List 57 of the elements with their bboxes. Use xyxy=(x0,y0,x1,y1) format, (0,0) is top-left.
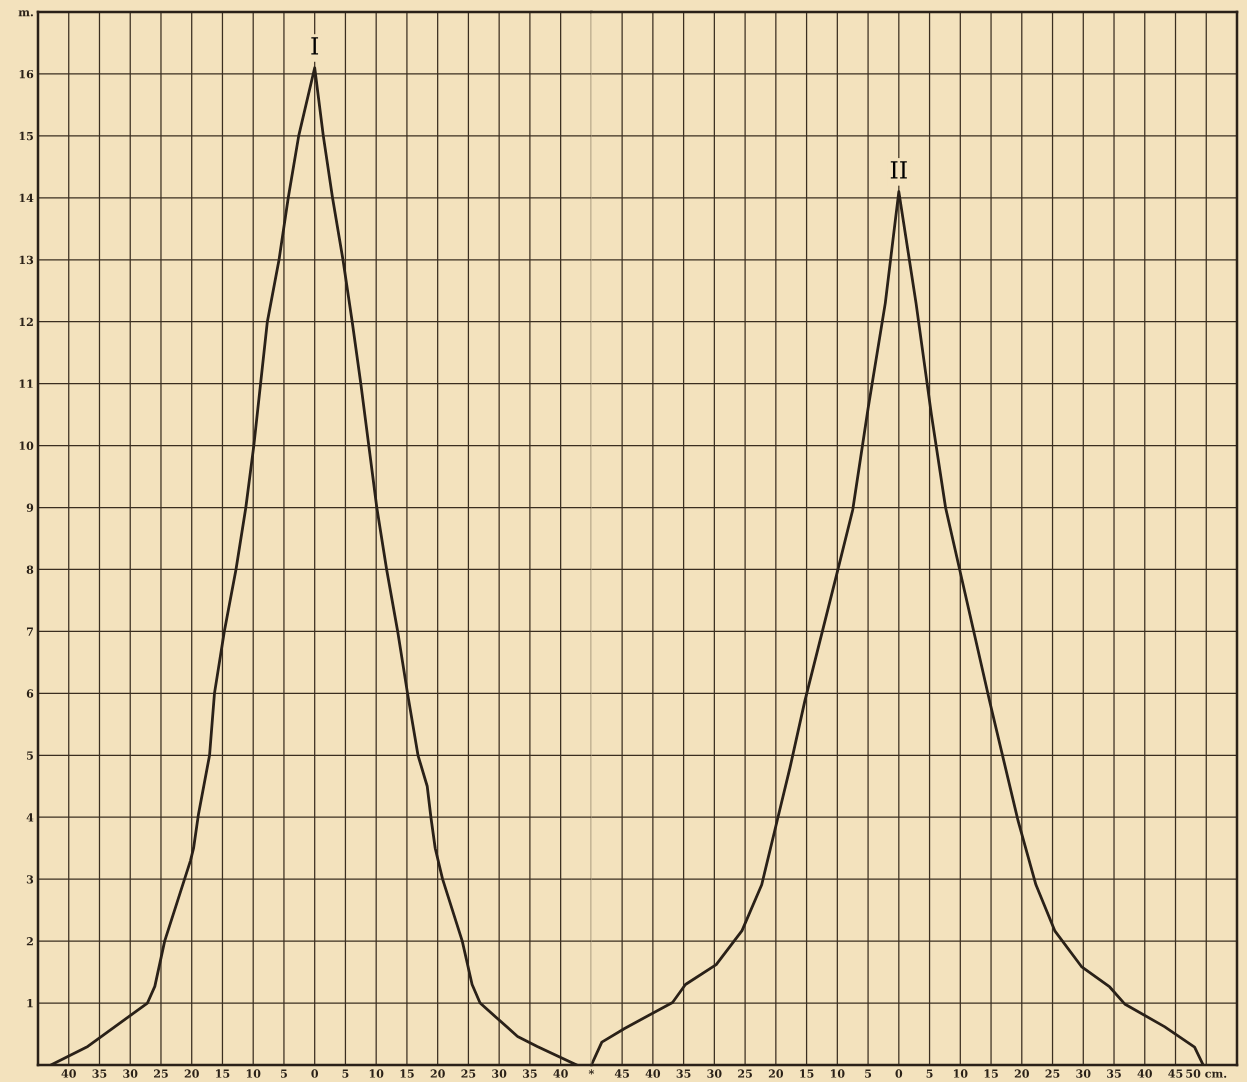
x-tick-label: 25 xyxy=(738,1069,752,1078)
x-tick-label: 35 xyxy=(522,1069,537,1078)
x-tick-label: 5 xyxy=(280,1069,287,1078)
x-tick-label: 15 xyxy=(984,1069,998,1078)
y-tick-label: 5 xyxy=(27,751,33,760)
x-tick-label: 15 xyxy=(800,1069,814,1078)
x-tick-label: 20 xyxy=(768,1069,784,1078)
x-tick-label: 5 xyxy=(865,1069,872,1078)
y-tick-label: 1 xyxy=(27,999,33,1008)
x-tick-label: 0 xyxy=(895,1069,903,1078)
y-tick-label: 15 xyxy=(19,131,33,141)
x-tick-label: 30 xyxy=(1076,1069,1091,1078)
y-tick-label: 13 xyxy=(19,255,34,265)
annotation: I xyxy=(311,37,319,55)
x-tick-label: 40 xyxy=(1137,1069,1152,1078)
x-tick-label: 40 xyxy=(553,1069,568,1078)
x-tick-label: 10 xyxy=(246,1069,261,1078)
x-tick-label: 45 xyxy=(614,1069,630,1078)
y-tick-label: 6 xyxy=(26,689,34,698)
x-tick-label: 50 cm. xyxy=(1186,1069,1227,1078)
x-tick-label: 35 xyxy=(676,1069,691,1078)
y-tick-label: 8 xyxy=(26,565,34,574)
y-tick-label: 10 xyxy=(19,441,34,450)
x-tick-label: 20 xyxy=(1014,1069,1030,1078)
x-tick-label: 10 xyxy=(830,1069,845,1078)
y-tick-label: 7 xyxy=(26,627,33,636)
y-tick-label: m. xyxy=(18,10,33,17)
x-tick-label: 15 xyxy=(400,1069,414,1078)
x-tick-label: 25 xyxy=(153,1069,168,1078)
x-tick-label: 30 xyxy=(492,1069,507,1078)
x-tick-label: 40 xyxy=(645,1069,661,1078)
x-tick-label: 0 xyxy=(311,1069,319,1078)
x-tick-label: 40 xyxy=(61,1069,76,1078)
x-tick-label: 45 xyxy=(1168,1069,1183,1078)
x-tick-label: 35 xyxy=(1107,1069,1121,1078)
x-tick-label: 25 xyxy=(461,1069,476,1078)
x-tick-label: 5 xyxy=(926,1069,933,1078)
y-tick-label: 2 xyxy=(26,937,33,946)
x-tick-label: * xyxy=(588,1069,595,1075)
x-tick-label: 15 xyxy=(216,1069,230,1078)
x-tick-label: 20 xyxy=(430,1069,445,1078)
y-tick-label: 16 xyxy=(19,69,34,79)
y-tick-label: 11 xyxy=(19,379,33,388)
x-tick-label: 20 xyxy=(184,1069,199,1078)
x-tick-label: 10 xyxy=(369,1069,384,1078)
y-tick-label: 3 xyxy=(26,875,34,884)
x-tick-label: 5 xyxy=(342,1069,349,1078)
y-tick-label: 9 xyxy=(26,503,34,512)
x-tick-label: 30 xyxy=(707,1069,722,1078)
x-tick-label: 10 xyxy=(953,1069,968,1078)
y-tick-label: 14 xyxy=(19,193,34,203)
x-tick-label: 25 xyxy=(1045,1069,1060,1078)
annotation: II xyxy=(890,161,907,179)
y-tick-label: 4 xyxy=(26,813,34,822)
x-tick-label: 30 xyxy=(123,1069,138,1078)
x-tick-label: 35 xyxy=(92,1069,107,1078)
y-tick-label: 12 xyxy=(19,317,33,326)
